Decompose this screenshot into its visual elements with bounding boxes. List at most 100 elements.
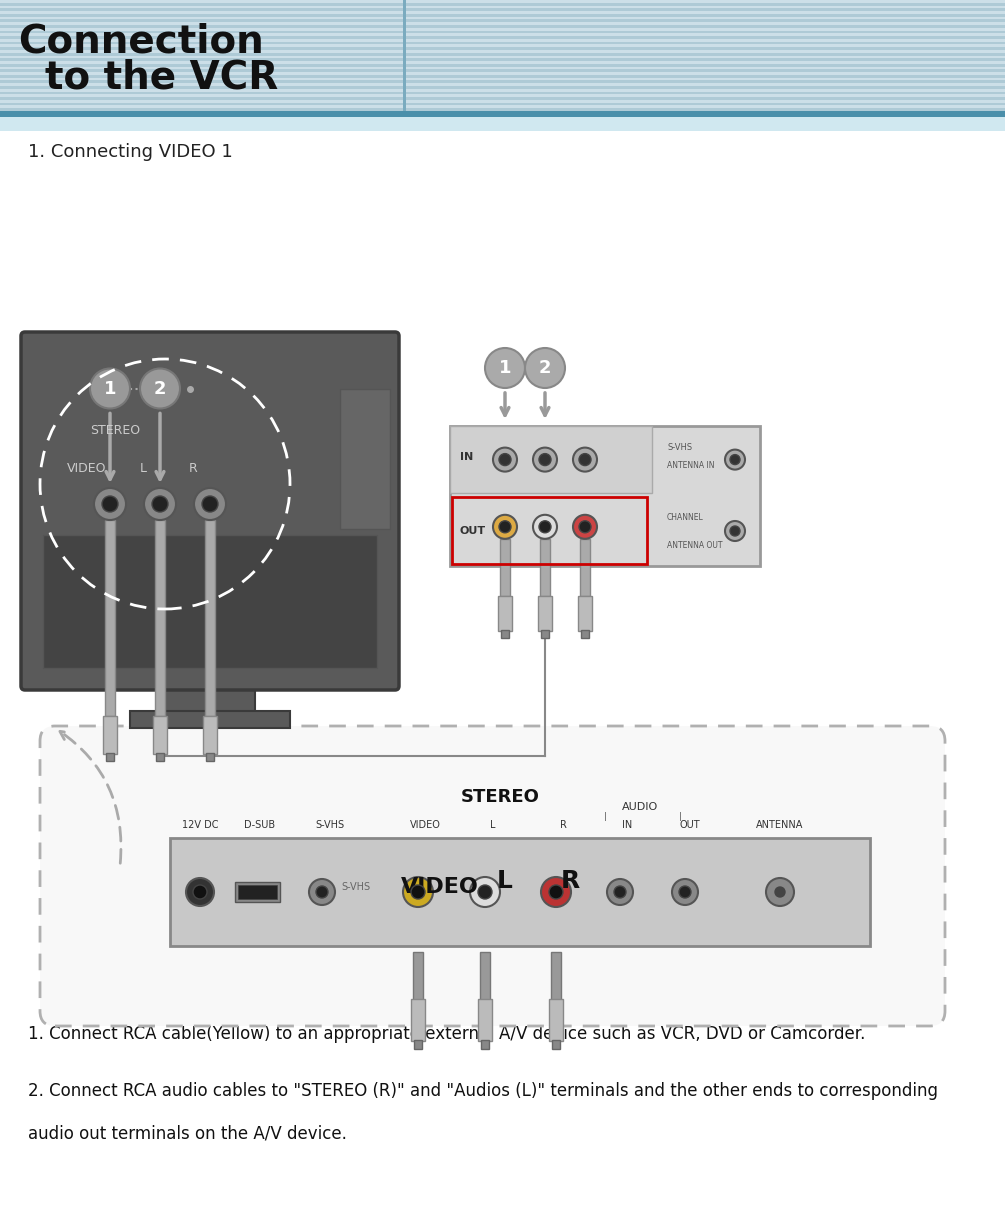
Bar	[549, 999, 563, 1041]
Bar	[170, 838, 870, 946]
Bar	[406, 42, 1005, 45]
Text: 1. Connect RCA cable(Yellow) to an appropriate external A/V device such as VCR, : 1. Connect RCA cable(Yellow) to an appro…	[28, 1025, 865, 1043]
Text: ANTENNA OUT: ANTENNA OUT	[667, 540, 723, 550]
FancyArrowPatch shape	[156, 414, 164, 479]
FancyArrowPatch shape	[107, 414, 114, 479]
Text: VIDEO: VIDEO	[401, 877, 479, 896]
Bar	[0, 2, 403, 6]
Bar	[43, 535, 377, 668]
Bar	[0, 64, 403, 66]
Bar	[0, 58, 403, 62]
Bar	[0, 49, 403, 53]
Bar	[0, 47, 403, 49]
Bar	[450, 426, 760, 566]
Circle shape	[499, 521, 511, 533]
Bar	[406, 100, 1005, 103]
Bar	[0, 81, 403, 83]
Bar	[0, 36, 403, 39]
Bar	[340, 388, 390, 528]
Text: 1: 1	[104, 380, 117, 398]
Circle shape	[411, 885, 425, 898]
Bar	[406, 83, 1005, 86]
Circle shape	[573, 447, 597, 472]
Bar	[0, 92, 403, 94]
Bar	[0, 55, 403, 58]
Text: 2: 2	[539, 359, 552, 377]
Bar	[406, 6, 1005, 8]
Circle shape	[614, 886, 626, 898]
Circle shape	[94, 488, 126, 520]
Bar	[238, 885, 277, 898]
Bar	[406, 66, 1005, 70]
Circle shape	[194, 488, 226, 520]
Bar	[541, 630, 549, 638]
Text: IN: IN	[622, 820, 632, 830]
Bar	[0, 17, 403, 19]
Text: 1. Connecting VIDEO 1: 1. Connecting VIDEO 1	[28, 144, 233, 160]
Bar	[0, 42, 403, 45]
Circle shape	[579, 453, 591, 466]
Text: IN: IN	[460, 452, 473, 462]
Bar	[206, 753, 214, 761]
Bar	[235, 882, 280, 902]
Bar	[540, 539, 550, 596]
Bar	[0, 75, 403, 77]
Bar	[406, 92, 1005, 94]
Bar	[406, 34, 1005, 36]
Bar	[406, 47, 1005, 49]
Bar	[406, 14, 1005, 17]
Bar	[406, 45, 1005, 47]
Bar	[0, 103, 403, 105]
Text: R: R	[560, 820, 567, 830]
Circle shape	[525, 349, 565, 388]
Circle shape	[309, 879, 335, 904]
Bar	[165, 683, 255, 714]
Circle shape	[152, 496, 168, 513]
Bar	[0, 8, 403, 11]
Text: S-VHS: S-VHS	[667, 443, 692, 451]
Text: OUT: OUT	[460, 526, 486, 535]
Bar	[203, 716, 217, 754]
Bar	[581, 630, 589, 638]
Bar	[406, 62, 1005, 64]
Bar	[406, 39, 1005, 42]
Text: ANTENNA: ANTENNA	[757, 820, 804, 830]
Bar	[153, 716, 167, 754]
Text: S-VHS: S-VHS	[341, 882, 370, 891]
Circle shape	[533, 515, 557, 539]
Bar	[406, 25, 1005, 28]
Bar	[406, 8, 1005, 11]
Bar	[0, 86, 403, 89]
Circle shape	[579, 521, 591, 533]
Circle shape	[539, 521, 551, 533]
Circle shape	[316, 886, 328, 898]
Bar	[0, 30, 403, 34]
Circle shape	[202, 496, 218, 513]
Bar	[0, 70, 403, 72]
Bar	[106, 753, 114, 761]
Bar	[406, 89, 1005, 92]
Bar	[406, 70, 1005, 72]
FancyArrowPatch shape	[60, 731, 121, 863]
Text: D-SUB: D-SUB	[244, 820, 275, 830]
Bar	[452, 497, 647, 564]
Circle shape	[607, 879, 633, 904]
Bar	[0, 22, 403, 25]
Text: STEREO: STEREO	[460, 788, 540, 806]
Text: L: L	[490, 820, 495, 830]
Bar	[156, 753, 164, 761]
Bar	[406, 64, 1005, 66]
Circle shape	[493, 515, 517, 539]
Bar	[0, 72, 403, 75]
Bar	[501, 630, 509, 638]
Bar	[406, 98, 1005, 100]
Bar	[0, 66, 403, 70]
Bar	[0, 117, 1005, 131]
Circle shape	[549, 885, 563, 898]
FancyArrowPatch shape	[541, 393, 549, 415]
Bar	[498, 596, 512, 631]
Bar	[0, 28, 403, 30]
FancyBboxPatch shape	[21, 332, 399, 690]
Bar	[0, 39, 403, 42]
Bar	[406, 11, 1005, 14]
